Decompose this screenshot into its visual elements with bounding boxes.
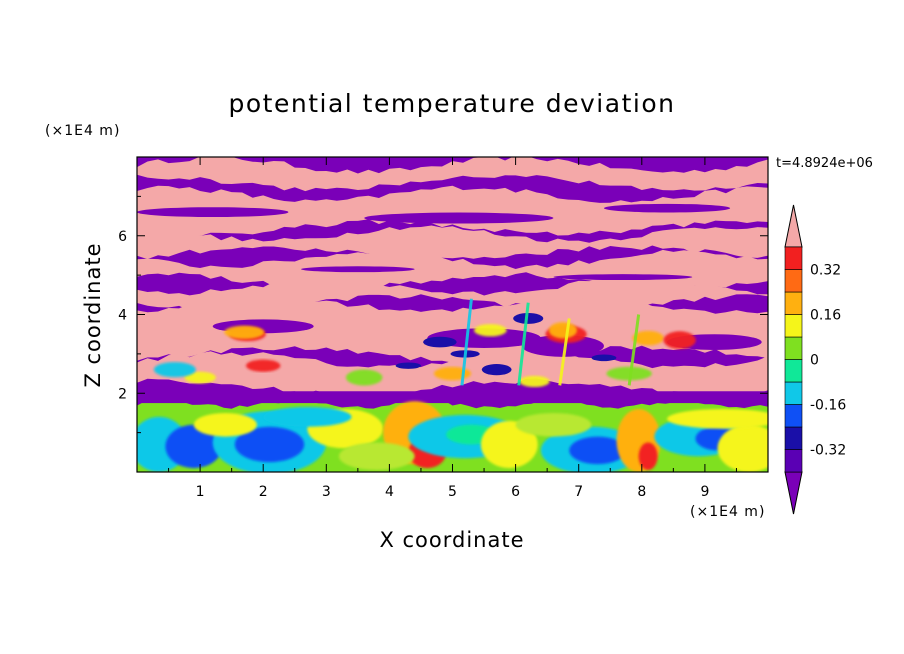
purple-intrusion: [137, 207, 289, 218]
eddy: [515, 412, 592, 437]
filament: [395, 362, 422, 369]
filament: [548, 322, 577, 339]
plume-strand: [517, 302, 530, 386]
eddy: [638, 442, 658, 471]
colorbar-tick-label: 0.32: [810, 263, 841, 279]
filament: [345, 369, 383, 386]
eddy: [569, 436, 627, 465]
y-axis-unit: (×1E4 m): [45, 123, 120, 139]
eddy: [667, 409, 768, 429]
eddy: [338, 442, 415, 471]
x-tick-label: 4: [385, 484, 394, 500]
plume-strand: [627, 314, 641, 386]
eddy: [165, 424, 223, 469]
filament: [473, 324, 507, 337]
colorbar-segment: [784, 291, 803, 315]
y-tick-label: 4: [118, 308, 127, 324]
purple-intrusion: [301, 266, 415, 273]
x-tick-label: 6: [511, 484, 520, 500]
chart-title: potential temperature deviation: [229, 89, 676, 118]
filament: [481, 364, 512, 376]
filament: [423, 336, 457, 348]
pink-layer: [137, 185, 768, 236]
colorbar-over: [784, 204, 803, 248]
colorbar-tick-label: -0.16: [810, 398, 846, 414]
colorbar-segment: [784, 359, 803, 383]
filament: [663, 331, 696, 349]
colorbar-tick-label: -0.32: [810, 443, 846, 459]
x-tick-label: 9: [700, 484, 709, 500]
filament: [513, 312, 544, 324]
eddy: [193, 412, 257, 437]
colorbar-tick-label: 0: [810, 353, 819, 369]
colorbar-tick-label: 0.16: [810, 308, 841, 324]
filament: [519, 375, 550, 388]
lower-edge: [137, 391, 768, 409]
eddy: [263, 407, 352, 427]
colorbar-segment: [784, 336, 803, 360]
plume-strand: [460, 298, 473, 386]
x-tick-label: 2: [259, 484, 268, 500]
time-label: t=4.8924e+06: [776, 156, 873, 171]
filament: [591, 354, 617, 362]
pink-layer: [137, 295, 768, 363]
filament: [184, 371, 216, 384]
y-axis-label: Z coordinate: [81, 242, 105, 387]
purple-intrusion: [521, 335, 604, 357]
colorbar-segment: [784, 269, 803, 293]
colorbar-segment: [784, 314, 803, 338]
axis-ticks: 1 2 3 4 5 6 7 8 9 2 4 6: [118, 157, 768, 500]
y-tick-label: 6: [118, 229, 127, 245]
colorbar-segment: [784, 404, 803, 428]
colorbar-segment: [784, 426, 803, 450]
filament: [153, 362, 196, 378]
colorbar-segment: [784, 449, 803, 473]
x-tick-label: 8: [637, 484, 646, 500]
colorbar-segment: [784, 381, 803, 405]
eddy: [234, 426, 305, 463]
purple-intrusion: [603, 203, 731, 213]
pink-layer: [137, 157, 768, 192]
filament: [434, 366, 471, 381]
colorbar-under: [784, 471, 803, 515]
x-axis-unit: (×1E4 m): [690, 504, 765, 520]
x-tick-label: 3: [322, 484, 331, 500]
filament: [224, 325, 265, 339]
filament: [632, 330, 664, 346]
x-tick-label: 7: [574, 484, 583, 500]
plume-strand: [558, 318, 571, 386]
colorbar-segment: [784, 246, 803, 270]
contour-field: [137, 157, 768, 472]
colorbar: -0.32 -0.16 0 0.16 0.32: [784, 204, 846, 515]
pink-layer: [137, 225, 768, 262]
y-tick-label: 2: [118, 386, 127, 402]
filament: [245, 359, 281, 372]
eddy: [717, 424, 768, 472]
filament: [606, 366, 652, 381]
purple-intrusion: [553, 274, 693, 281]
purple-intrusion: [364, 212, 554, 224]
eddy: [480, 420, 538, 469]
x-axis-label: X coordinate: [379, 528, 524, 552]
x-tick-label: 1: [196, 484, 205, 500]
x-tick-label: 5: [448, 484, 457, 500]
